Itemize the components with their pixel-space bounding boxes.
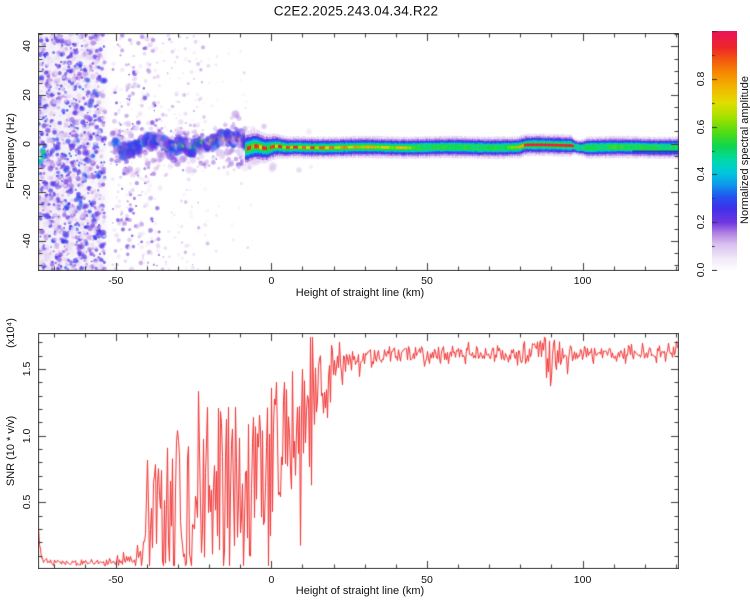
x-tick-label-spectrogram: 100	[573, 275, 592, 287]
x-tick-label-spectrogram: 0	[268, 275, 275, 287]
colorbar-tick-label: 0.2	[695, 214, 707, 230]
x-tick-label-snr: -50	[108, 574, 124, 586]
y-tick-label-spectrogram: 0	[21, 140, 33, 147]
y-tick-label-spectrogram: 40	[21, 40, 33, 53]
height-axis-title-top: Height of straight line (km)	[295, 287, 425, 299]
colorbar-canvas	[712, 31, 737, 271]
y-tick-label-spectrogram: -40	[21, 233, 33, 249]
x-tick-label-snr: 50	[421, 574, 433, 586]
y-tick-label-snr: 1.0	[21, 428, 33, 443]
colorbar-tick-label: 0.4	[695, 167, 707, 182]
snr-canvas	[38, 333, 679, 569]
colorbar-title: Normalized spectral amplitude	[739, 76, 750, 224]
figure-title: C2E2.2025.243.04.34.R22	[273, 3, 439, 19]
snr-axis-title: SNR (10 * v/v)	[5, 415, 17, 487]
x-tick-label-spectrogram: 50	[421, 275, 433, 287]
snr-axis-scale: (x10⁴)	[5, 318, 17, 348]
colorbar-tick-label: 0.6	[695, 119, 707, 134]
x-tick-label-spectrogram: -50	[108, 275, 124, 287]
frequency-axis-title: Frequency (Hz)	[5, 113, 17, 189]
x-tick-label-snr: 100	[573, 574, 592, 586]
y-tick-label-snr: 0.5	[21, 495, 33, 510]
spectrogram-canvas	[38, 33, 679, 271]
y-tick-label-spectrogram: -20	[21, 184, 33, 200]
colorbar-tick-label: 0.0	[695, 262, 707, 278]
height-axis-title-bottom: Height of straight line (km)	[295, 585, 425, 597]
x-tick-label-snr: 0	[268, 574, 275, 586]
y-tick-label-snr: 1.5	[21, 361, 33, 377]
colorbar-tick-label: 0.8	[695, 71, 707, 87]
y-tick-label-spectrogram: 20	[21, 89, 33, 101]
